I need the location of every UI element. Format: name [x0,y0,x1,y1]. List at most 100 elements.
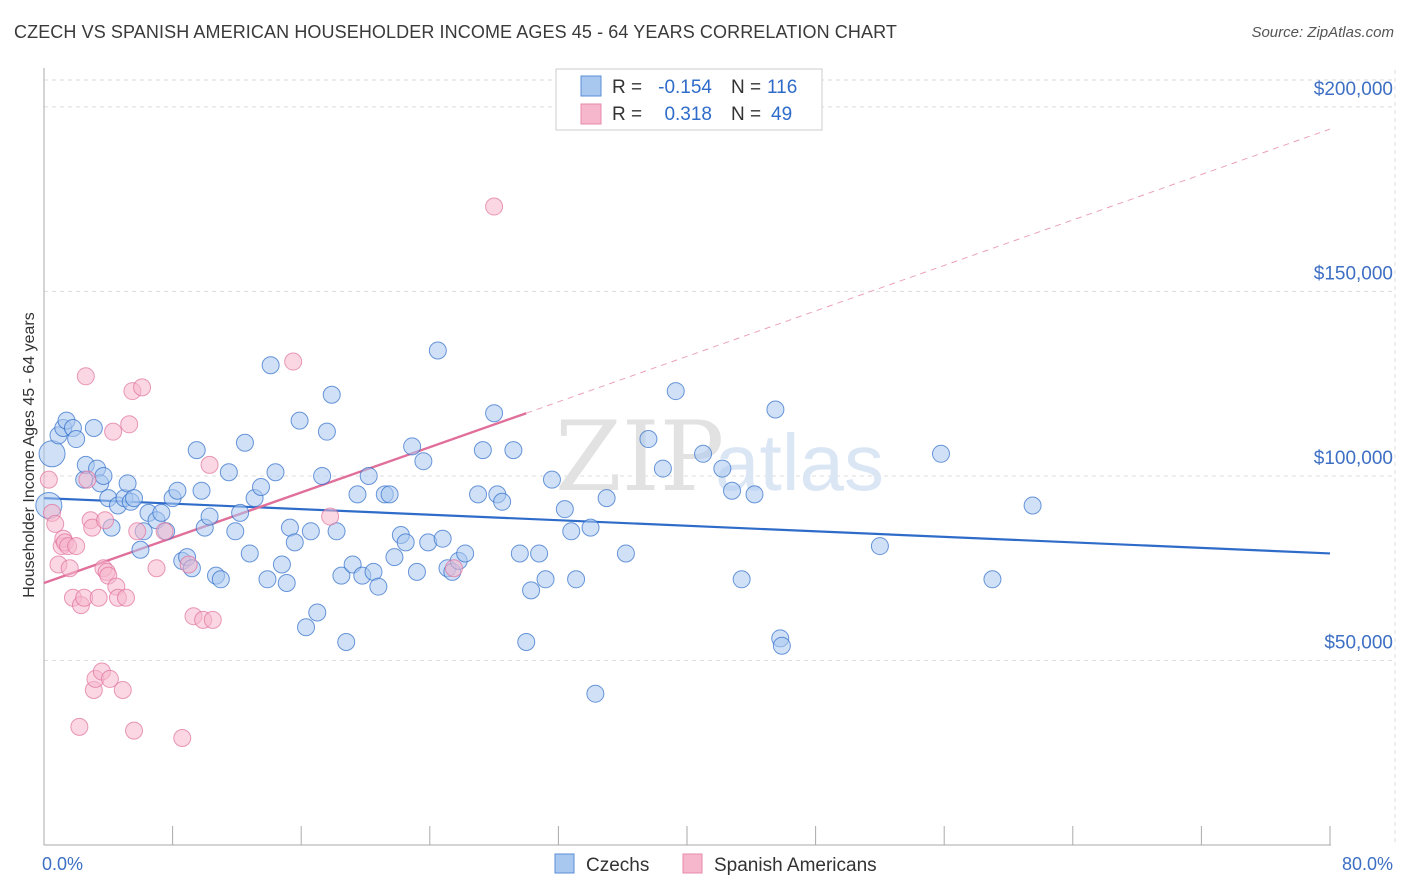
legend-n-label-2: N = [731,104,761,125]
point-czechs [348,485,367,504]
point-czechs [616,544,635,563]
point-czechs [1023,496,1042,515]
point-czechs [870,537,889,556]
point-czechs [266,463,285,482]
point-czechs [403,437,422,456]
bottom-legend: Czechs Spanish Americans [554,853,877,876]
point-spanish [485,197,504,216]
point-spanish [96,511,115,530]
point-spanish [173,728,192,747]
x-tick-labels: 0.0% 80.0% [42,854,1393,874]
point-czechs [723,481,742,500]
point-spanish [147,559,166,578]
point-czechs [385,548,404,567]
point-czechs [168,481,187,500]
point-czechs [517,633,536,652]
y-tick-label: $150,000 [1314,263,1393,284]
point-spanish [104,422,123,441]
point-czechs [131,540,150,559]
point-spanish [200,455,219,474]
point-spanish [203,610,222,629]
legend-r-value-2: 0.318 [664,104,712,125]
x-tick-label-end: 80.0% [1342,854,1393,874]
point-spanish [67,537,86,556]
point-czechs [485,404,504,423]
point-czechs [433,529,452,548]
point-spanish [128,522,147,541]
point-czechs [456,544,475,563]
point-czechs [639,430,658,449]
point-czechs [983,570,1002,589]
point-czechs [473,441,492,460]
point-spanish [155,522,174,541]
y-tick-labels: $50,000 $100,000 $150,000 $200,000 [1314,79,1393,654]
point-spanish [60,559,79,578]
point-czechs [337,633,356,652]
point-czechs [94,466,113,485]
point-czechs [542,470,561,489]
data-points [35,197,1042,747]
point-czechs [745,485,764,504]
point-czechs [297,618,316,637]
point-czechs [359,466,378,485]
point-czechs [567,570,586,589]
point-spanish [100,669,119,688]
source-label: Source: ZipAtlas.com [1251,24,1394,41]
point-spanish [78,470,97,489]
point-spanish [284,352,303,371]
point-spanish [179,555,198,574]
legend-n-value-1: 116 [767,77,797,98]
point-czechs [586,684,605,703]
point-czechs [192,481,211,500]
point-czechs [414,452,433,471]
point-czechs [226,522,245,541]
y-tick-label: $50,000 [1324,632,1393,653]
point-czechs [555,500,574,519]
point-czechs [152,503,171,522]
point-czechs [732,570,751,589]
point-czechs [285,533,304,552]
legend-n-label-1: N = [731,77,761,98]
bottom-legend-label-czechs: Czechs [586,855,649,876]
point-czechs [772,636,791,655]
y-tick-label: $200,000 [1314,79,1393,100]
trend-line-spanish-extended [526,128,1331,414]
point-czechs [252,478,271,497]
point-czechs [536,570,555,589]
point-czechs [322,385,341,404]
point-czechs [258,570,277,589]
point-spanish [89,588,108,607]
point-spanish [76,367,95,386]
point-czechs [211,570,230,589]
point-czechs [277,573,296,592]
point-czechs [261,356,280,375]
point-czechs [713,459,732,478]
legend-swatch-spanish [580,103,602,125]
point-czechs [530,544,549,563]
point-czechs [931,444,950,463]
point-czechs [766,400,785,419]
legend-swatch-czechs [580,75,602,97]
point-czechs [38,440,66,468]
point-spanish [133,378,152,397]
bottom-legend-swatch-czechs [554,853,575,874]
point-czechs [522,581,541,600]
legend-box: R = -0.154 N = 116 R = 0.318 N = 49 [555,68,823,131]
point-spanish [116,588,135,607]
watermark-atlas: atlas [715,418,884,507]
point-czechs [313,466,332,485]
point-czechs [469,485,488,504]
point-czechs [235,433,254,452]
point-spanish [444,559,463,578]
legend-r-label-2: R = [612,104,642,125]
point-czechs [187,441,206,460]
trend-lines [43,128,1331,585]
y-tick-label: $100,000 [1314,448,1393,469]
legend-r-value-1: -0.154 [658,77,712,98]
chart-title: CZECH VS SPANISH AMERICAN HOUSEHOLDER IN… [14,22,897,42]
point-czechs [84,418,103,437]
point-czechs [369,577,388,596]
point-czechs [240,544,259,563]
bottom-legend-swatch-spanish [682,853,703,874]
